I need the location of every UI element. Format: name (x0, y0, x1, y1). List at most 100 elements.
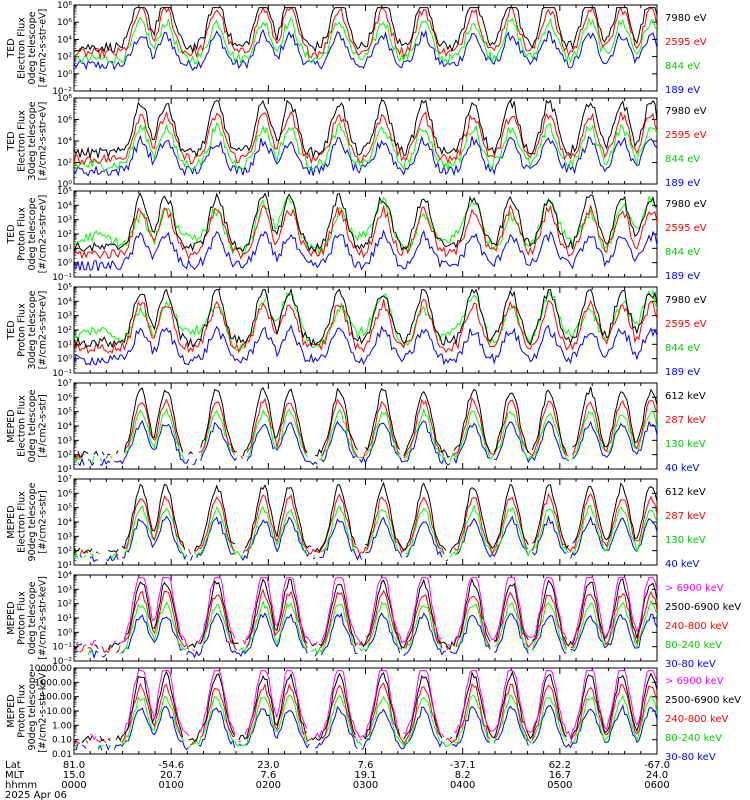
x-tick-label-mlt: 8.2 (455, 770, 471, 781)
series-line-189-ev (74, 28, 657, 71)
legend-entry: 189 eV (665, 178, 700, 189)
y-tick-label: 10⁰ (57, 70, 72, 80)
legend-entry: 2500-6900 keV (665, 695, 741, 706)
series-line-189-ev (74, 134, 657, 178)
y-axis-label-line: Proton Flux (17, 591, 28, 645)
legend-entry: 287 keV (665, 511, 706, 522)
y-tick-label: 10¹ (57, 465, 72, 475)
legend-entry: 2595 eV (665, 319, 707, 330)
y-tick-label: 10⁵ (57, 283, 72, 293)
series-line-844-ev (74, 195, 657, 258)
legend-entry: 612 keV (665, 487, 706, 498)
legend-entry: 287 keV (665, 415, 706, 426)
y-axis-label-line: Electron Flux (17, 395, 28, 457)
legend-entry: 844 eV (665, 247, 700, 258)
y-tick-label: 10⁵ (57, 504, 72, 514)
series-line-30-80-kev (74, 611, 657, 660)
y-tick-label: 10¹ (57, 340, 72, 350)
series-line-2595-ev (74, 110, 657, 166)
legend-entry: 40 keV (665, 463, 699, 474)
series-line-287-kev (75, 397, 657, 460)
y-tick-label: 10⁸ (57, 1, 72, 11)
flux-panel-6: 10¹ 10² 10³ 10⁴ 10⁵ 10⁶ 10⁷ MEPED Electron Flux 9… (6, 475, 706, 571)
x-tick-label-lat: 81.0 (63, 760, 85, 771)
x-tick-label-mlt: 24.0 (646, 770, 668, 781)
x-tick-label-hhmm: 0400 (450, 780, 475, 791)
y-tick-label: 100.00 (41, 693, 73, 703)
series-line-130-kev (74, 407, 657, 463)
y-tick-label: 1000.00 (35, 678, 72, 688)
legend-entry: 30-80 keV (665, 752, 716, 763)
series-line-2500-6900-kev (81, 670, 657, 744)
y-tick-label: 10⁰ (57, 259, 72, 269)
x-axis-row-label: hhmm (5, 780, 37, 791)
y-tick-label: 10⁻² (52, 87, 72, 97)
y-axis-label-line: 30deg telescope (27, 290, 38, 369)
y-tick-label: 10² (57, 326, 72, 336)
y-tick-label: 10⁰ (57, 180, 72, 190)
series-line-844-ev (74, 121, 657, 172)
x-tick-label-hhmm: 0000 (61, 780, 86, 791)
x-tick-label-lat: -67.0 (644, 760, 670, 771)
y-axis-label-line: [#/cm2-s-str-eV] (38, 291, 49, 370)
y-axis-label-line: [#/cm2-s-str-eV] (38, 102, 49, 181)
x-tick-label-lat: 23.0 (257, 760, 279, 771)
legend-entry: 2595 eV (665, 130, 707, 141)
x-tick-label-hhmm: 0100 (158, 780, 183, 791)
x-tick-label-mlt: 15.0 (63, 770, 85, 781)
y-tick-label: 10⁶ (57, 116, 72, 126)
y-tick-label: 10³ (57, 436, 72, 446)
y-axis-label-line: 0deg telescope (27, 581, 38, 654)
y-tick-label: 10⁴ (57, 137, 72, 147)
y-tick-label: 10⁴ (57, 35, 72, 45)
y-tick-label: 10⁴ (57, 297, 72, 307)
legend-entry: 844 eV (665, 61, 700, 72)
y-axis-label-line: MEPED (6, 409, 17, 442)
plot-frame (73, 667, 658, 755)
flux-panel-3: 10⁻¹ 10⁰ 10¹ 10² 10³ 10⁴ 10⁵ TED Proton Flux 0deg… (6, 187, 707, 283)
y-tick-label: 10⁻¹ (52, 643, 72, 653)
legend-entry: 7980 eV (665, 295, 707, 306)
legend-entry: 189 eV (665, 271, 700, 282)
x-axis-footer: LatMLThhmm81.015.00000-54.620.7010023.07… (5, 760, 670, 800)
flux-panel-4: 10⁻¹ 10⁰ 10¹ 10² 10³ 10⁴ 10⁵ TED Proton Flux 30de… (6, 283, 707, 379)
series-line-130-kev (74, 504, 657, 559)
y-axis-label-line: [#/cm2-s-str-eV] (38, 9, 49, 88)
y-axis-label-line: 30deg telescope (27, 101, 38, 180)
legend-entry: 2595 eV (665, 223, 707, 234)
series-line-80-240-kev (74, 694, 657, 749)
y-axis-label-line: MEPED (6, 601, 17, 634)
y-axis-label-line: MEPED (6, 694, 17, 727)
y-tick-label: 10⁰ (57, 628, 72, 638)
plot-frame (73, 97, 658, 185)
y-axis-label-line: 0deg telescope (27, 11, 38, 84)
y-axis-label-line: Electron Flux (17, 110, 28, 172)
x-tick-label-hhmm: 0600 (644, 780, 669, 791)
legend-entry: 80-240 keV (665, 733, 722, 744)
x-tick-label-lat: 7.6 (358, 760, 374, 771)
legend-entry: 80-240 keV (665, 640, 722, 651)
plot-frame (73, 478, 658, 566)
legend-entry: 612 keV (665, 391, 706, 402)
x-tick-label-mlt: 20.7 (160, 770, 182, 781)
y-tick-label: 10⁻² (52, 657, 72, 667)
series-line-40-kev (79, 515, 657, 563)
y-tick-label: 10³ (57, 532, 72, 542)
series-line-240-800-kev (74, 588, 657, 654)
legend-entry: 2595 eV (665, 37, 707, 48)
x-tick-label-mlt: 16.7 (549, 770, 571, 781)
legend-entry: 2500-6900 keV (665, 602, 741, 613)
series-line-612-kev (77, 386, 657, 459)
y-tick-label: 10² (57, 230, 72, 240)
legend-entry: 130 keV (665, 535, 706, 546)
legend-entry: 240-800 keV (665, 621, 729, 632)
plot-frame (73, 574, 658, 662)
y-axis-label-line: 0deg telescope (27, 389, 38, 462)
y-tick-label: 1.00 (52, 721, 72, 731)
legend-entry: > 6900 keV (665, 583, 724, 594)
flux-panel-1: 10⁻² 10⁰ 10² 10⁴ 10⁶ 10⁸ TED Electron Flux 0deg … (6, 1, 707, 97)
y-tick-label: 10⁶ (57, 393, 72, 403)
y-axis-label-line: TED (6, 38, 17, 58)
y-axis-label-line: TED (6, 224, 17, 244)
